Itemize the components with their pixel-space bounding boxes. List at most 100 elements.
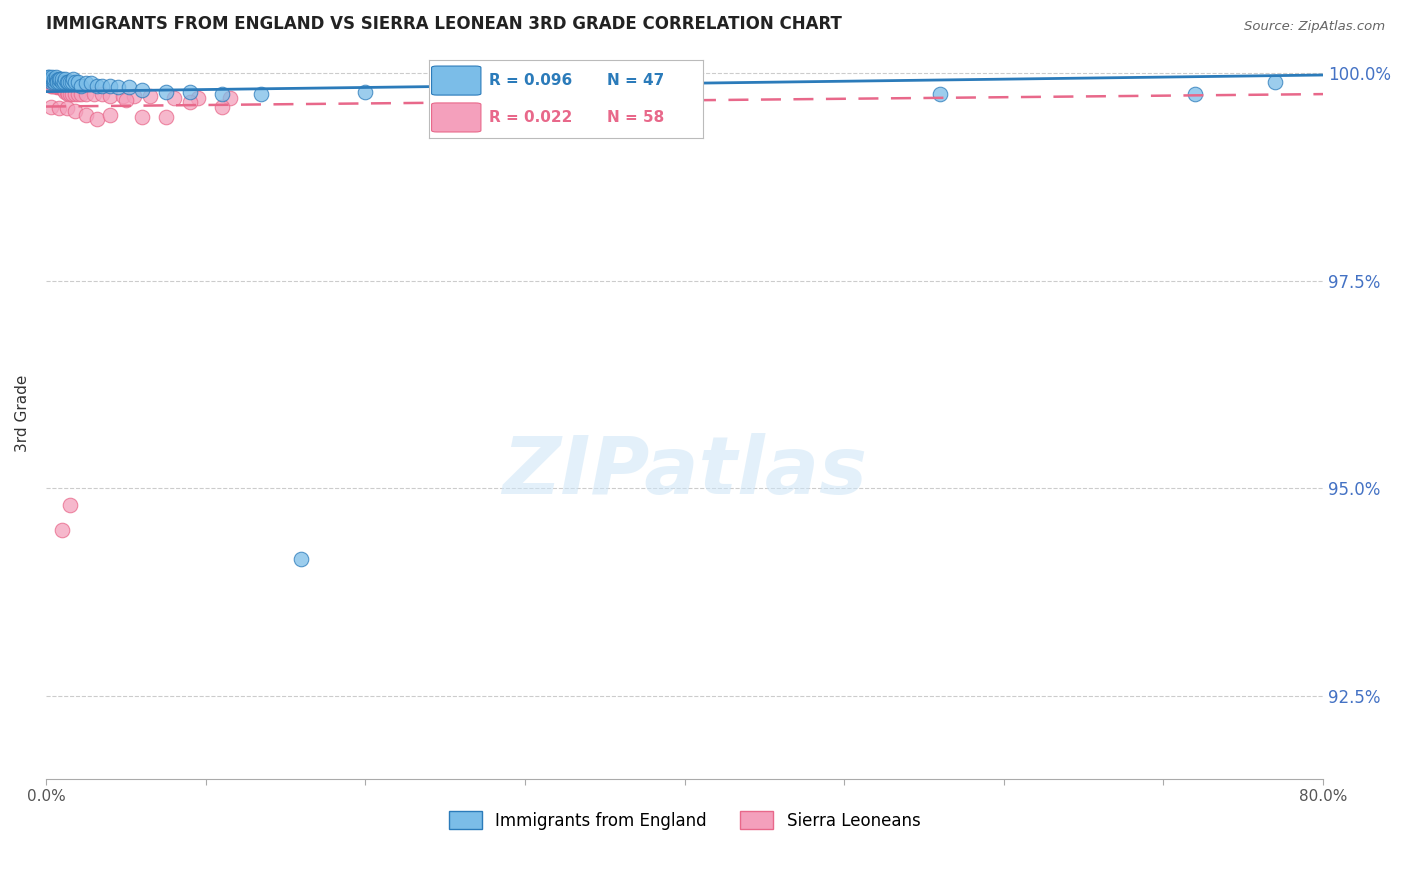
Point bbox=[131, 110, 153, 124]
Point bbox=[250, 87, 273, 101]
Point bbox=[49, 78, 72, 93]
Point bbox=[211, 87, 233, 101]
Point bbox=[90, 78, 112, 93]
Point bbox=[46, 76, 69, 90]
Point bbox=[218, 91, 240, 105]
Point bbox=[46, 78, 69, 93]
Point bbox=[42, 72, 65, 87]
Point bbox=[1184, 87, 1206, 101]
Point bbox=[98, 108, 121, 122]
Point bbox=[63, 75, 86, 89]
Point bbox=[46, 73, 69, 87]
Point bbox=[107, 80, 129, 95]
Point bbox=[86, 112, 108, 126]
Point bbox=[75, 108, 97, 122]
FancyBboxPatch shape bbox=[432, 66, 481, 95]
Point bbox=[63, 87, 86, 101]
Point bbox=[66, 75, 89, 89]
Point bbox=[98, 78, 121, 93]
Point bbox=[55, 85, 77, 99]
Point bbox=[52, 83, 75, 97]
Point bbox=[83, 87, 105, 101]
Point bbox=[38, 70, 60, 85]
Point bbox=[55, 101, 77, 115]
Point bbox=[48, 101, 70, 115]
Point bbox=[163, 91, 186, 105]
Point bbox=[46, 75, 69, 89]
Point bbox=[354, 85, 377, 99]
Point bbox=[179, 95, 201, 110]
Point bbox=[211, 99, 233, 113]
Point bbox=[62, 72, 84, 87]
Point bbox=[70, 87, 93, 101]
Point bbox=[48, 78, 70, 93]
Text: N = 58: N = 58 bbox=[607, 110, 664, 125]
Point bbox=[49, 80, 72, 95]
Point bbox=[75, 87, 97, 101]
Point bbox=[45, 78, 67, 93]
Point bbox=[51, 72, 73, 87]
Point bbox=[39, 78, 62, 93]
Point bbox=[70, 78, 93, 93]
Point bbox=[1264, 75, 1286, 89]
Point bbox=[187, 91, 209, 105]
Point bbox=[561, 85, 583, 99]
Point bbox=[114, 93, 136, 107]
Point bbox=[58, 75, 80, 89]
Point bbox=[60, 75, 83, 89]
Point bbox=[90, 87, 112, 101]
Point bbox=[39, 75, 62, 89]
FancyBboxPatch shape bbox=[432, 103, 481, 132]
Point bbox=[49, 72, 72, 87]
Point bbox=[59, 87, 82, 101]
Point bbox=[37, 75, 59, 89]
Point bbox=[51, 75, 73, 89]
Point bbox=[42, 78, 65, 93]
Y-axis label: 3rd Grade: 3rd Grade bbox=[15, 375, 30, 452]
Text: R = 0.096: R = 0.096 bbox=[489, 72, 572, 87]
Point bbox=[60, 87, 83, 101]
Point bbox=[59, 498, 82, 512]
Point bbox=[155, 110, 177, 124]
Point bbox=[53, 85, 76, 99]
Point bbox=[48, 75, 70, 89]
Text: IMMIGRANTS FROM ENGLAND VS SIERRA LEONEAN 3RD GRADE CORRELATION CHART: IMMIGRANTS FROM ENGLAND VS SIERRA LEONEA… bbox=[46, 15, 842, 33]
Point bbox=[42, 75, 65, 89]
Point bbox=[41, 70, 63, 85]
Point bbox=[59, 75, 82, 89]
Point bbox=[929, 87, 952, 101]
Point bbox=[179, 85, 201, 99]
Text: ZIPatlas: ZIPatlas bbox=[502, 434, 868, 511]
Legend: Immigrants from England, Sierra Leoneans: Immigrants from England, Sierra Leoneans bbox=[441, 805, 927, 837]
Point bbox=[41, 78, 63, 93]
Point bbox=[122, 88, 145, 103]
Point bbox=[131, 83, 153, 97]
Point bbox=[51, 523, 73, 537]
Point bbox=[55, 75, 77, 89]
Point bbox=[51, 78, 73, 93]
Point bbox=[38, 75, 60, 89]
Point bbox=[79, 76, 101, 90]
Point bbox=[111, 88, 134, 103]
Point bbox=[39, 75, 62, 89]
Text: R = 0.022: R = 0.022 bbox=[489, 110, 572, 125]
Point bbox=[39, 99, 62, 113]
Point bbox=[48, 72, 70, 87]
Text: N = 47: N = 47 bbox=[607, 72, 664, 87]
Point bbox=[41, 75, 63, 89]
Point bbox=[39, 76, 62, 90]
Point bbox=[41, 76, 63, 90]
Point bbox=[41, 72, 63, 87]
Point bbox=[45, 78, 67, 93]
Point bbox=[51, 80, 73, 95]
Point bbox=[48, 80, 70, 95]
Point bbox=[139, 88, 162, 103]
Point bbox=[45, 76, 67, 90]
Point bbox=[75, 76, 97, 90]
Point bbox=[63, 103, 86, 118]
Point bbox=[42, 75, 65, 89]
Point bbox=[66, 87, 89, 101]
Point bbox=[39, 73, 62, 87]
Point bbox=[290, 552, 312, 566]
Point bbox=[155, 85, 177, 99]
